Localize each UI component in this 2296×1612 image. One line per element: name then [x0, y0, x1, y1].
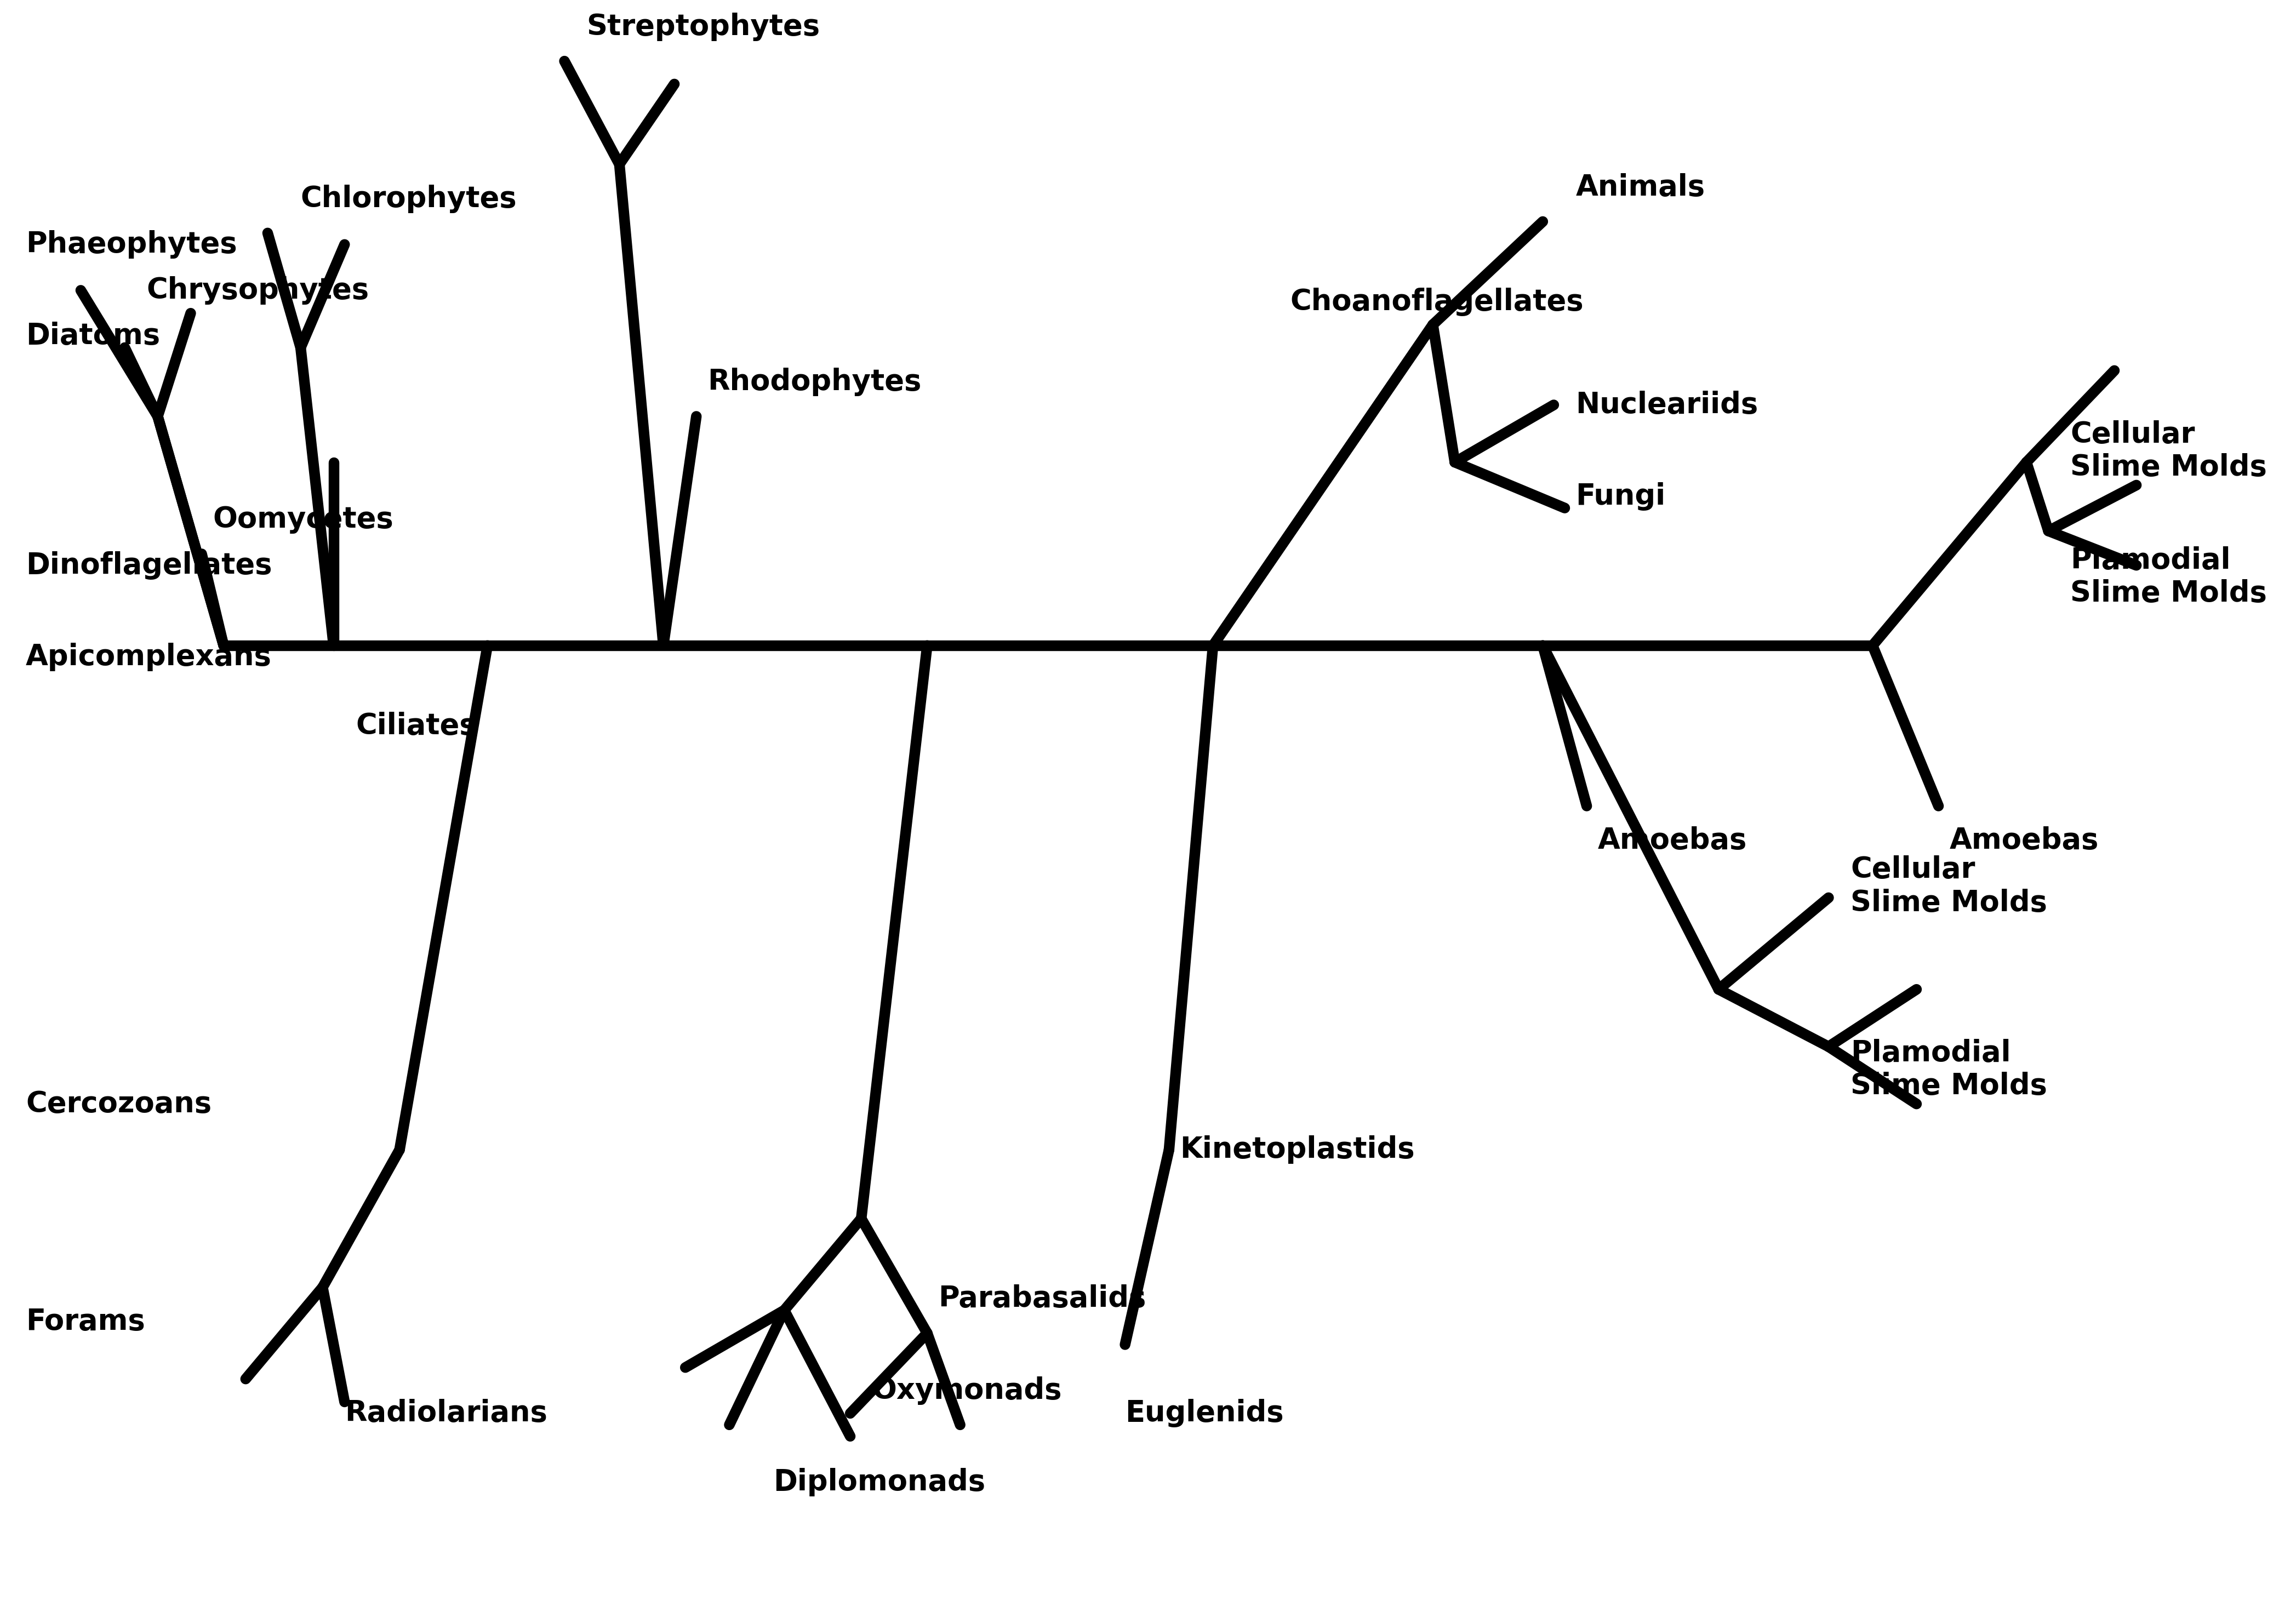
Text: Choanoflagellates: Choanoflagellates	[1290, 287, 1584, 316]
Text: Dinoflagellates: Dinoflagellates	[25, 551, 273, 580]
Text: Diatoms: Diatoms	[25, 322, 161, 350]
Text: Chlorophytes: Chlorophytes	[301, 184, 517, 213]
Text: Forams: Forams	[25, 1307, 145, 1336]
Text: Streptophytes: Streptophytes	[585, 13, 820, 40]
Text: Oomycetes: Oomycetes	[214, 505, 393, 534]
Text: Cellular
Slime Molds: Cellular Slime Molds	[2071, 421, 2266, 482]
Text: Kinetoplastids: Kinetoplastids	[1180, 1135, 1414, 1164]
Text: Parabasalids: Parabasalids	[939, 1285, 1146, 1314]
Text: Fungi: Fungi	[1575, 482, 1665, 511]
Text: Chrysophytes: Chrysophytes	[147, 276, 370, 305]
Text: Phaeophytes: Phaeophytes	[25, 231, 236, 258]
Text: Cellular
Slime Molds: Cellular Slime Molds	[1851, 856, 2048, 917]
Text: Euglenids: Euglenids	[1125, 1399, 1283, 1428]
Text: Plamodial
Slime Molds: Plamodial Slime Molds	[1851, 1038, 2048, 1101]
Text: Oxymonads: Oxymonads	[872, 1377, 1063, 1404]
Text: Cercozoans: Cercozoans	[25, 1090, 211, 1119]
Text: Diplomonads: Diplomonads	[774, 1469, 985, 1496]
Text: Plamodial
Slime Molds: Plamodial Slime Molds	[2071, 546, 2266, 608]
Text: Ciliates: Ciliates	[356, 711, 478, 740]
Text: Radiolarians: Radiolarians	[344, 1399, 546, 1428]
Text: Apicomplexans: Apicomplexans	[25, 643, 271, 671]
Text: Rhodophytes: Rhodophytes	[707, 368, 921, 397]
Text: Animals: Animals	[1575, 172, 1706, 202]
Text: Amoebas: Amoebas	[1598, 825, 1747, 854]
Text: Amoebas: Amoebas	[1949, 825, 2099, 854]
Text: Nucleariids: Nucleariids	[1575, 390, 1759, 419]
